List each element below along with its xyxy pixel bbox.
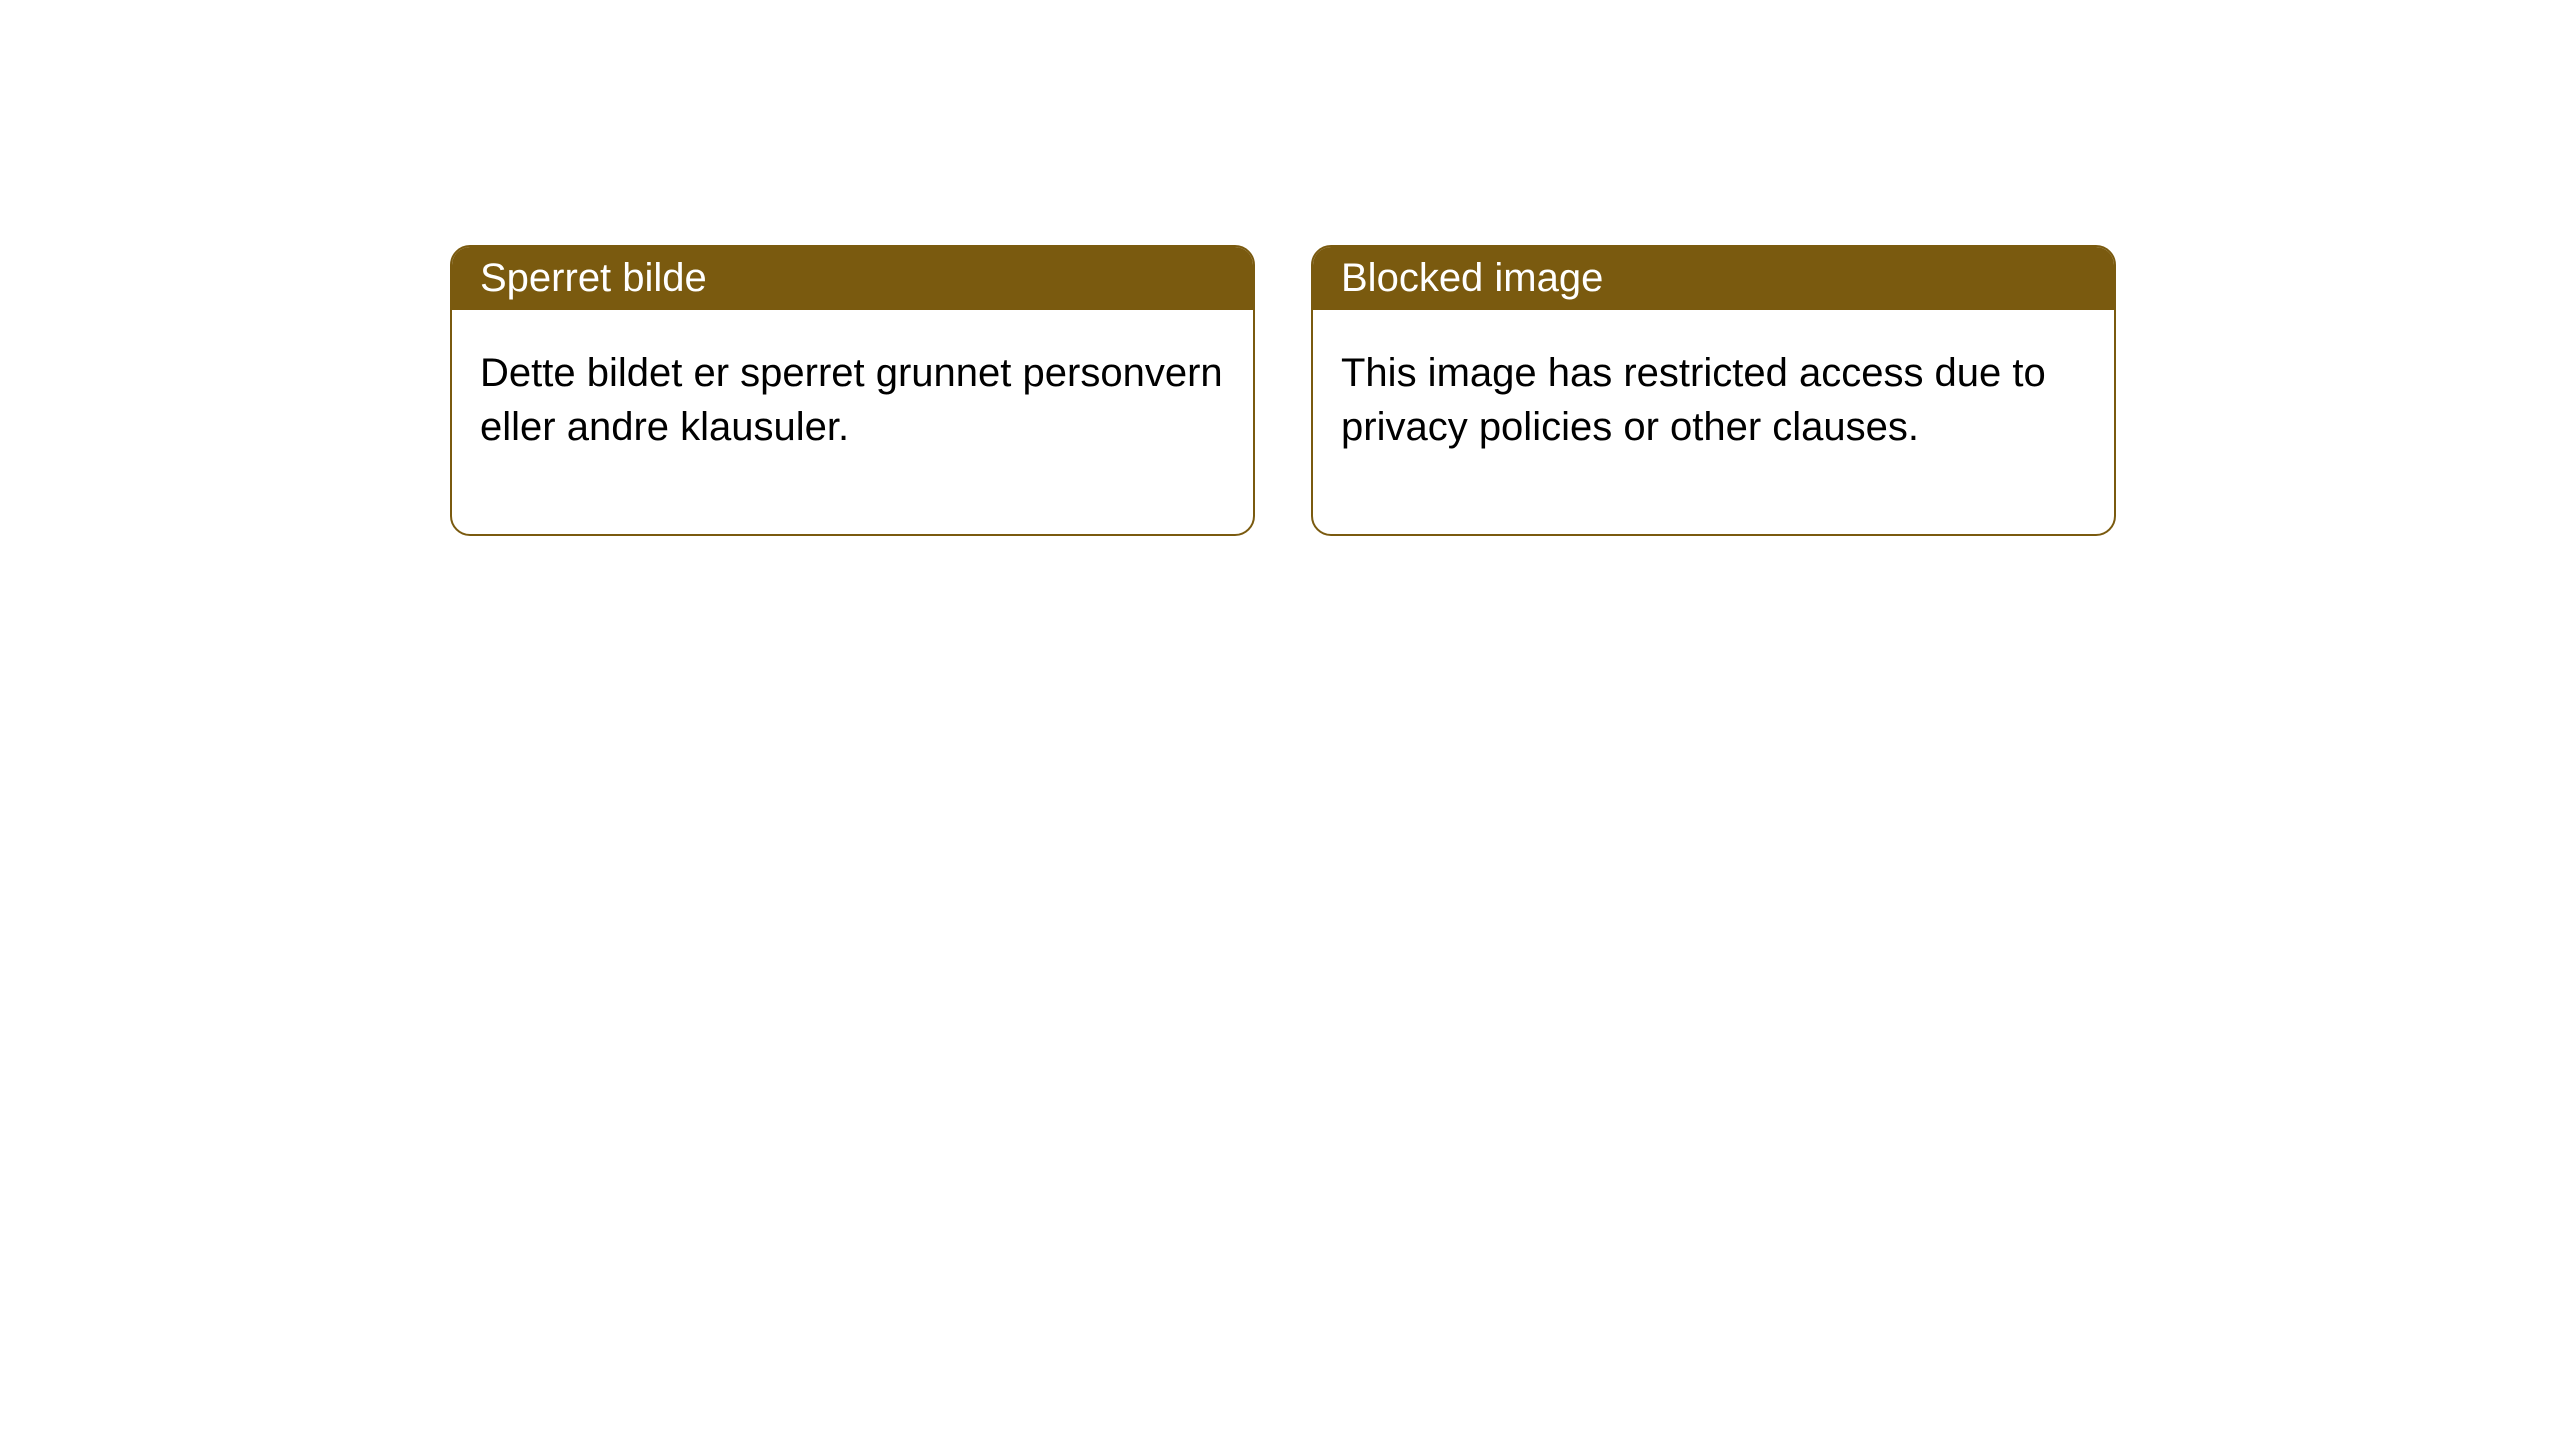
card-body-text-en: This image has restricted access due to … — [1341, 351, 2046, 449]
blocked-image-card-no: Sperret bilde Dette bildet er sperret gr… — [450, 245, 1255, 536]
blocked-image-card-en: Blocked image This image has restricted … — [1311, 245, 2116, 536]
card-title-no: Sperret bilde — [480, 256, 707, 300]
card-header-en: Blocked image — [1313, 247, 2114, 310]
cards-container: Sperret bilde Dette bildet er sperret gr… — [0, 0, 2560, 536]
card-header-no: Sperret bilde — [452, 247, 1253, 310]
card-body-no: Dette bildet er sperret grunnet personve… — [452, 310, 1253, 534]
card-body-en: This image has restricted access due to … — [1313, 310, 2114, 534]
card-body-text-no: Dette bildet er sperret grunnet personve… — [480, 351, 1223, 449]
card-title-en: Blocked image — [1341, 256, 1603, 300]
